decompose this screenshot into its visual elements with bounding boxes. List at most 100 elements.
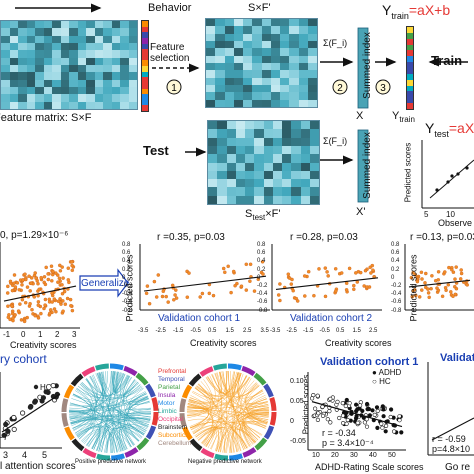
colorbar-segment [142, 94, 148, 100]
heatmap-cell [252, 92, 262, 100]
cohort1-xtick: -2.5 [155, 328, 166, 334]
heatmap-cell [77, 50, 86, 58]
heatmap-cell [282, 145, 292, 155]
heatmap-cell [60, 87, 69, 95]
heatmap-cell [298, 41, 308, 49]
heatmap-cell [280, 99, 290, 107]
discovery-xtick-4: 2 [55, 330, 60, 339]
adhd-xtick: 20 [331, 452, 339, 459]
discovery-scatter-point [5, 291, 10, 295]
colorbar-segment [142, 82, 148, 89]
heatmap-cell [208, 129, 218, 138]
bottom-left-point [43, 389, 49, 395]
negative-network-connection [192, 375, 248, 433]
heatmap-cell [35, 87, 44, 95]
heatmap-cell [270, 85, 280, 93]
cohort2-scatter-point [333, 267, 338, 271]
heatmap-cell [243, 92, 253, 100]
heatmap-cell [120, 87, 129, 95]
adhd-legend-hc: HC [379, 377, 391, 386]
negative-network-connection [192, 377, 250, 400]
cohort1-ytick: -0.2 [122, 283, 133, 289]
heatmap-cell [280, 70, 290, 78]
y-test-title-eq: =aX [448, 120, 474, 136]
negative-network-connection [196, 427, 249, 448]
colorbar-segment [142, 105, 148, 111]
inset-ylabel: Predicted scores [403, 142, 413, 203]
heatmap-cell [307, 92, 317, 100]
positive-network-connection [69, 416, 150, 423]
heatmap-cell [233, 55, 243, 63]
y-train-small-y: Y [392, 110, 400, 122]
heatmap-cell [226, 154, 236, 163]
cohort2-ytick: 0.8 [257, 242, 266, 248]
heatmap-cell [245, 162, 255, 171]
negative-network-connection [243, 413, 270, 445]
adhd-point [370, 408, 375, 413]
cohort2-xtick: 0.5 [336, 328, 345, 334]
heatmap-cell [272, 121, 282, 130]
heatmap-cell [120, 50, 129, 58]
heatmap-cell [120, 65, 129, 73]
colorbar-segment [142, 43, 148, 50]
colorbar-segment [407, 79, 413, 86]
heatmap-cell [128, 101, 137, 109]
cohort3-scatter-point [440, 294, 445, 299]
heatmap-cell [272, 154, 282, 163]
positive-network-connection [68, 391, 146, 411]
cohort2-scatter-fit-line [275, 277, 379, 290]
cohort2-xtick: -3.5 [270, 328, 281, 334]
cohort3-scatter-point [413, 288, 417, 292]
cohort2-scatter-point [344, 288, 349, 292]
heatmap-cell [226, 145, 236, 155]
heatmap-cell [26, 65, 35, 73]
negative-network-connection [187, 370, 228, 419]
heatmap-cell [235, 137, 245, 146]
heatmap-cell [300, 137, 310, 146]
heatmap-cell [252, 33, 262, 41]
cohort3-scatter-point [453, 277, 457, 281]
discovery-xtick-5: 3 [72, 330, 77, 339]
colorbar-segment [407, 103, 413, 110]
cohort3-scatter-point [426, 287, 430, 291]
heatmap-cell [215, 77, 225, 85]
cohort1-scatter-point [221, 266, 226, 271]
heatmap-cell [128, 50, 137, 58]
right-cohort-xlabel: Go re [445, 462, 471, 473]
cohort3-scatter-point [449, 290, 453, 294]
cohort3-ytick: 0.6 [391, 250, 400, 257]
heatmap-cell [261, 19, 271, 27]
cohort3-scatter-point [459, 268, 463, 272]
heatmap-cell [270, 92, 280, 100]
heatmap-cell [309, 170, 319, 180]
heatmap-cell [307, 77, 317, 85]
heatmap-cell [289, 33, 299, 41]
discovery-scatter-point [6, 304, 10, 308]
heatmap-cell [120, 72, 129, 80]
discovery-scatter-point [10, 304, 14, 308]
heatmap-cell [252, 48, 262, 56]
cohort3-scatter-point [430, 274, 434, 278]
discovery-scatter-point [46, 277, 51, 282]
discovery-scatter-point [61, 309, 65, 313]
negative-network-connection [242, 401, 268, 447]
positive-network-ring-segment [64, 426, 75, 441]
heatmap-cell [291, 145, 301, 155]
discovery-scatter-point [29, 276, 34, 280]
heatmap-cell [263, 170, 273, 180]
negative-network-connection [242, 389, 263, 444]
heatmap-cell [224, 92, 234, 100]
cohort3-scatter-point [454, 265, 458, 269]
negative-network-connection [211, 370, 227, 393]
heatmap-cell [298, 55, 308, 63]
negative-network-connection [244, 382, 268, 405]
negative-network-connection [225, 396, 267, 453]
heatmap-cell [26, 28, 35, 36]
sum-formula-bottom: Σ(F_i) [323, 136, 348, 146]
negative-network-ring-segment [200, 447, 215, 459]
heatmap-cell [215, 85, 225, 93]
positive-network-ring-segment [96, 453, 111, 461]
heatmap-cell [69, 57, 78, 65]
heatmap-cell [263, 195, 273, 204]
adhd-point [343, 403, 348, 409]
